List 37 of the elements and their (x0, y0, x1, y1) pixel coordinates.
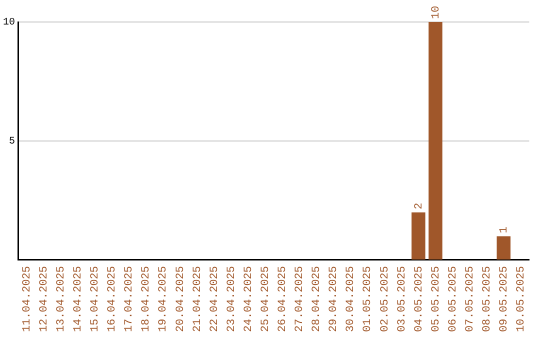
x-tick-label: 12.04.2025 (38, 266, 50, 332)
x-tick-label: 03.05.2025 (396, 266, 408, 332)
data-label: 2 (413, 202, 426, 210)
x-tick-label: 09.05.2025 (498, 266, 511, 332)
x-tick-label: 04.05.2025 (413, 266, 426, 332)
x-tick-label: 23.04.2025 (226, 266, 238, 332)
x-tick-label: 08.05.2025 (481, 266, 494, 332)
x-tick-label: 29.04.2025 (328, 266, 340, 332)
x-tick-label: 20.04.2025 (174, 266, 187, 332)
x-tick-label: 17.04.2025 (124, 266, 136, 332)
x-tick-label: 15.04.2025 (90, 266, 102, 332)
data-label: 10 (430, 6, 442, 19)
x-tick-label: 21.04.2025 (192, 266, 204, 332)
x-tick-label: 10.05.2025 (516, 266, 528, 332)
y-tick-label: 5 (8, 136, 15, 148)
x-tick-label: 06.05.2025 (447, 266, 460, 332)
x-tick-label: 28.04.2025 (311, 266, 324, 332)
x-tick-label: 02.05.2025 (379, 266, 392, 332)
bar (412, 212, 426, 260)
x-tick-label: 18.04.2025 (140, 266, 153, 332)
x-tick-label: 05.05.2025 (430, 266, 442, 332)
x-tick-label: 27.04.2025 (294, 266, 306, 332)
bar (428, 22, 442, 260)
x-tick-label: 30.04.2025 (345, 266, 358, 332)
x-tick-label: 25.04.2025 (260, 266, 272, 332)
x-tick-label: 11.04.2025 (21, 266, 34, 332)
bar (496, 236, 511, 260)
x-tick-label: 01.05.2025 (362, 266, 374, 332)
x-tick-label: 22.04.2025 (208, 266, 221, 332)
x-tick-label: 19.04.2025 (158, 266, 170, 332)
x-tick-label: 16.04.2025 (106, 266, 119, 332)
x-tick-label: 26.04.2025 (277, 266, 290, 332)
data-label: 1 (498, 226, 511, 234)
x-tick-label: 24.04.2025 (242, 266, 255, 332)
x-tick-label: 13.04.2025 (56, 266, 68, 332)
x-tick-label: 14.04.2025 (72, 266, 85, 332)
x-tick-label: 07.05.2025 (464, 266, 476, 332)
